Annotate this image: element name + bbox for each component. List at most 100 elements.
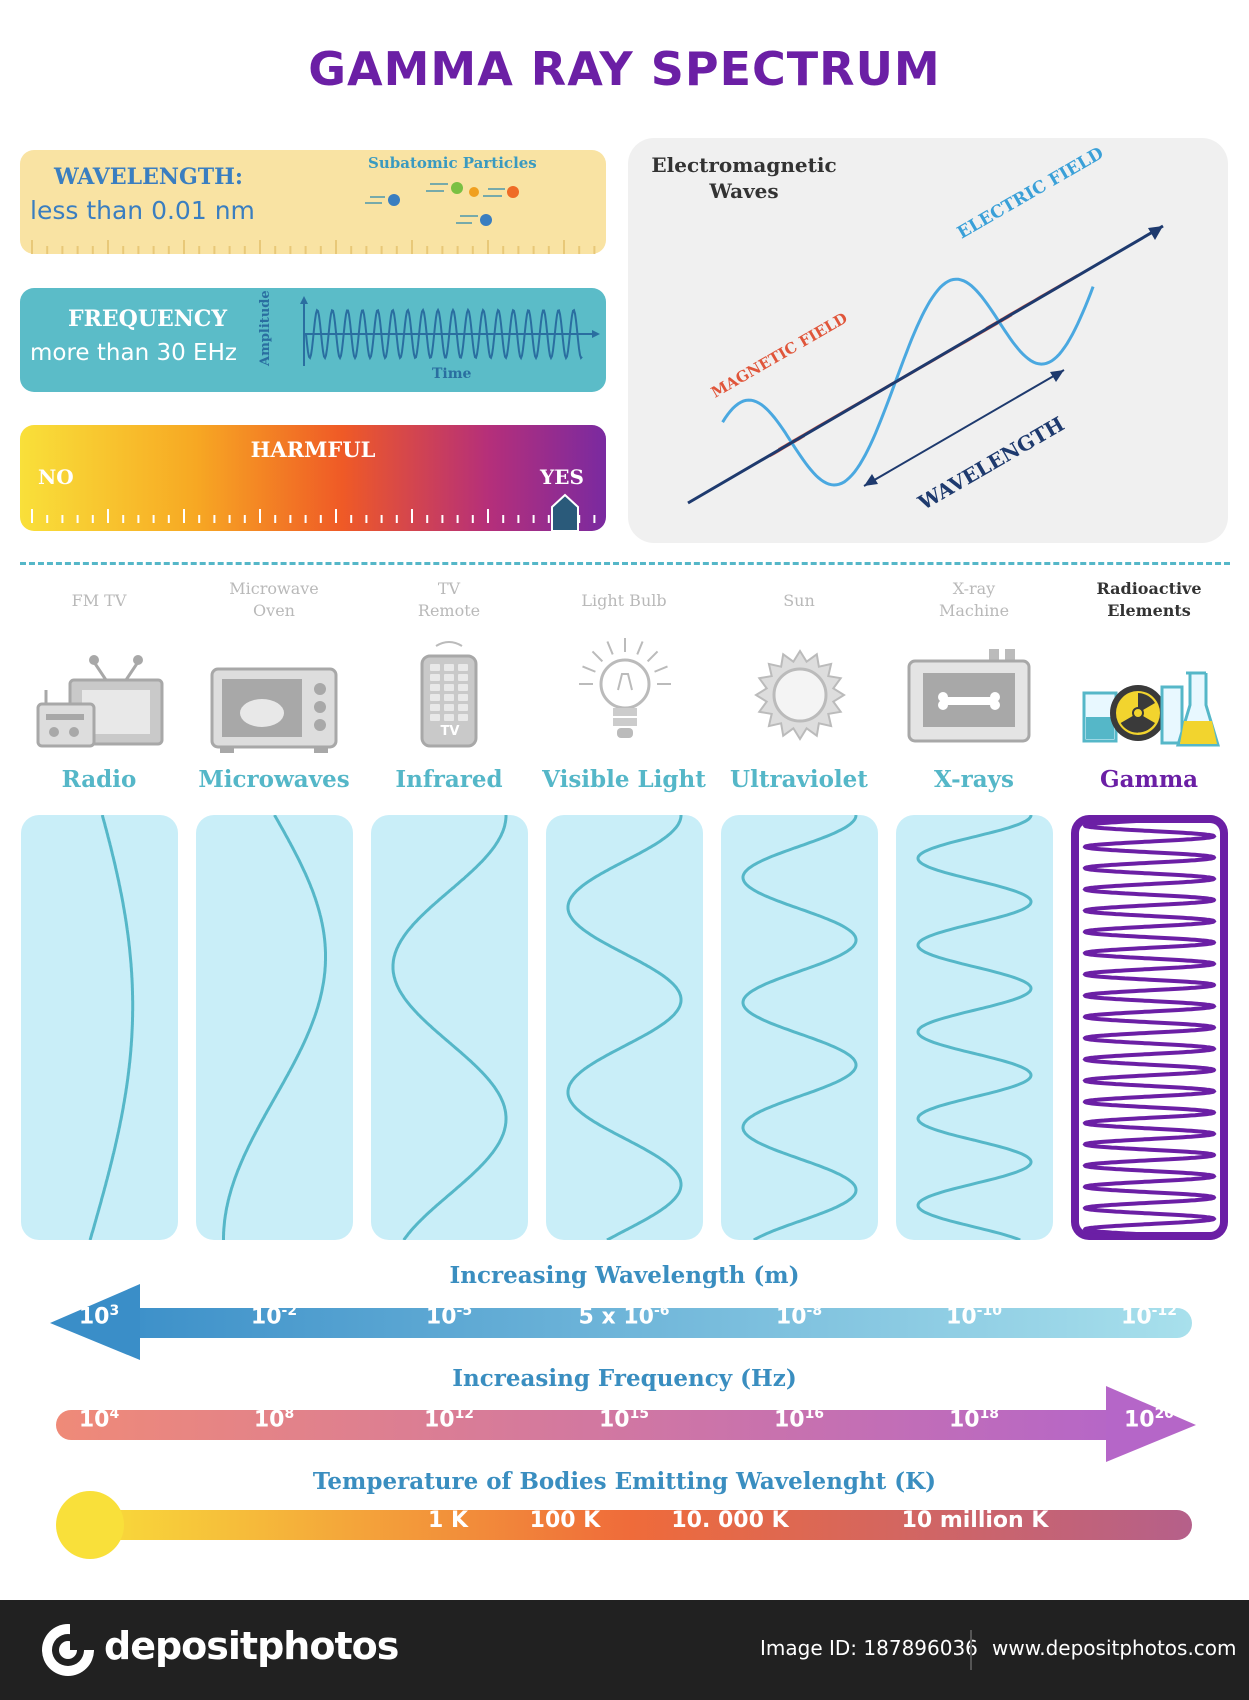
source-label-0: FM TV bbox=[14, 590, 184, 612]
source-label-6: Radioactive Elements bbox=[1064, 578, 1234, 622]
wave-panel-gamma bbox=[1071, 815, 1228, 1240]
source-label-line2: Machine bbox=[938, 601, 1010, 620]
footer-url: www.depositphotos.com bbox=[992, 1636, 1237, 1660]
harmful-level-marker-icon bbox=[551, 493, 579, 532]
harmful-box: HARMFUL NO YES bbox=[20, 425, 606, 532]
em-waves-box: Electromagnetic Waves ELECTRIC FIELD MAG… bbox=[628, 138, 1228, 543]
wave-line bbox=[391, 815, 508, 1240]
source-label-line1: Microwave bbox=[229, 579, 319, 598]
wave-panel-visible-light bbox=[546, 815, 703, 1240]
particles-label: Subatomic Particles bbox=[368, 154, 537, 172]
tick-exponent: 8 bbox=[284, 1406, 295, 1422]
temperature-tick-1: 100 K bbox=[529, 1508, 601, 1533]
tick-base: 10 bbox=[775, 1304, 807, 1330]
frequency-arrow bbox=[56, 1386, 1196, 1462]
wave-line bbox=[222, 815, 327, 1240]
category-label-microwaves: Microwaves bbox=[198, 766, 350, 793]
microwave-oven-icon bbox=[210, 667, 338, 753]
temperature-tick-3: 10 million K bbox=[901, 1508, 1049, 1533]
frequency-tick-3: 1015 bbox=[564, 1406, 684, 1432]
frequency-tick-4: 1016 bbox=[739, 1406, 859, 1432]
category-label-gamma: Gamma bbox=[1099, 766, 1199, 793]
temperature-scale-label: Temperature of Bodies Emitting Wavelengh… bbox=[312, 1468, 937, 1495]
frequency-scale-label: Increasing Frequency (Hz) bbox=[452, 1365, 797, 1392]
source-label-4: Sun bbox=[714, 590, 884, 612]
category-label-infrared: Infrared bbox=[395, 766, 503, 793]
wavelength-tick-4: 10-8 bbox=[739, 1303, 859, 1329]
source-label-5: X-ray Machine bbox=[889, 578, 1059, 622]
source-label-line2: Remote bbox=[417, 601, 481, 620]
tick-base: 10 bbox=[1123, 1407, 1155, 1433]
subatomic-particles-icon bbox=[365, 182, 519, 226]
tick-base: 10 bbox=[598, 1407, 630, 1433]
footer-image-id: Image ID: 187896036 bbox=[760, 1636, 978, 1660]
source-label-line2: Oven bbox=[253, 601, 295, 620]
wavelength-label: WAVELENGTH: bbox=[54, 164, 244, 190]
wavelength-tick-3: 5 x 10-6 bbox=[564, 1303, 684, 1329]
tick-exponent: -12 bbox=[1151, 1303, 1177, 1319]
tick-base: 10 bbox=[773, 1407, 805, 1433]
footer-brand: depositphotos bbox=[104, 1624, 399, 1668]
tick-base: 10 bbox=[1121, 1304, 1152, 1330]
wavelength-tick-1: 10-2 bbox=[214, 1303, 334, 1329]
wavelength-tick-0: 103 bbox=[39, 1303, 159, 1329]
tick-exponent: -10 bbox=[976, 1303, 1002, 1319]
footer-bar: depositphotos Image ID: 187896036 www.de… bbox=[0, 1600, 1249, 1700]
tick-exponent: 16 bbox=[804, 1406, 825, 1422]
tick-base: 10 bbox=[948, 1407, 980, 1433]
depositphotos-logo-icon bbox=[42, 1624, 94, 1676]
harmful-no-label: NO bbox=[38, 465, 74, 489]
source-label-line1: TV bbox=[437, 579, 461, 598]
frequency-wave-graph bbox=[300, 296, 600, 366]
em-wave-diagram bbox=[687, 224, 1164, 505]
tick-exponent: 3 bbox=[109, 1303, 120, 1319]
frequency-label: FREQUENCY bbox=[68, 306, 228, 332]
sun-icon bbox=[754, 649, 846, 741]
frequency-tick-0: 104 bbox=[39, 1406, 159, 1432]
page-title: GAMMA RAY SPECTRUM bbox=[308, 42, 941, 96]
wavelength-tick-5: 10-10 bbox=[914, 1303, 1034, 1329]
frequency-tick-5: 1018 bbox=[914, 1406, 1034, 1432]
frequency-box: FREQUENCY more than 30 EHz Amplitude Tim… bbox=[20, 288, 606, 392]
category-label-radio: Radio bbox=[61, 766, 137, 793]
wavelength-scale-label: Increasing Wavelength (m) bbox=[449, 1262, 800, 1289]
tv-remote-label: TV bbox=[440, 724, 460, 739]
xray-machine-icon bbox=[907, 649, 1031, 743]
source-label-3: Light Bulb bbox=[539, 590, 709, 612]
tick-exponent: -6 bbox=[653, 1303, 670, 1319]
wave-panel-infrared bbox=[371, 815, 528, 1240]
harmful-label: HARMFUL bbox=[250, 437, 376, 462]
category-label-ultraviolet: Ultraviolet bbox=[730, 766, 868, 793]
tick-exponent: 15 bbox=[629, 1406, 650, 1422]
temperature-tick-0: 1 K bbox=[427, 1508, 468, 1533]
tick-exponent: -5 bbox=[456, 1303, 473, 1319]
tick-base: 10 bbox=[78, 1407, 110, 1433]
radioactive-elements-icon bbox=[1082, 671, 1220, 747]
em-title-line1: Electromagnetic bbox=[651, 153, 837, 177]
wavelength-arrow bbox=[50, 1284, 1192, 1360]
source-label-line1: FM TV bbox=[71, 591, 127, 610]
tick-exponent: 18 bbox=[979, 1406, 1000, 1422]
tick-exponent: 4 bbox=[109, 1406, 120, 1422]
source-label-line1: Radioactive bbox=[1096, 579, 1202, 598]
amplitude-axis-label: Amplitude bbox=[258, 290, 273, 366]
wave-panel-x-rays bbox=[896, 815, 1053, 1240]
harmful-ruler bbox=[31, 509, 596, 523]
radio-tv-icon bbox=[36, 655, 164, 748]
harmful-yes-label: YES bbox=[540, 465, 584, 489]
section-divider bbox=[20, 562, 1230, 565]
footer-separator bbox=[970, 1630, 972, 1670]
wave-line bbox=[88, 815, 135, 1240]
tick-base: 10 bbox=[253, 1407, 285, 1433]
tick-exponent: 12 bbox=[454, 1406, 475, 1422]
tick-base: 10 bbox=[425, 1304, 457, 1330]
wave-panel-ultraviolet bbox=[721, 815, 878, 1240]
category-label-visible-light: Visible Light bbox=[542, 766, 706, 793]
source-label-2: TV Remote bbox=[364, 578, 534, 622]
category-label-x-rays: X-rays bbox=[934, 766, 1014, 793]
em-title-line2: Waves bbox=[709, 179, 779, 203]
temperature-tick-2: 10. 000 K bbox=[671, 1508, 789, 1533]
wavelength-tick-2: 10-5 bbox=[389, 1303, 509, 1329]
tick-exponent: -8 bbox=[806, 1303, 823, 1319]
wave-line bbox=[741, 815, 858, 1240]
